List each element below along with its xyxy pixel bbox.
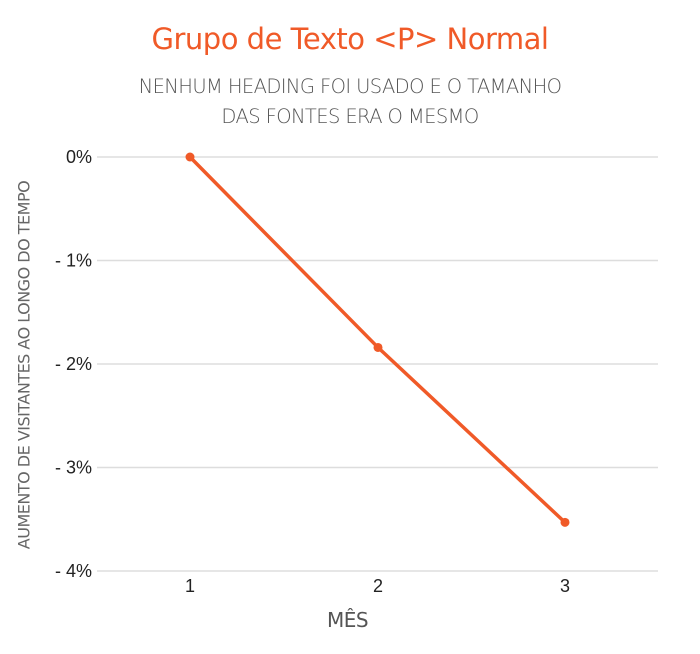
chart-title: Grupo de Texto <P> Normal [151,22,549,56]
y-tick-label: - 1% [55,251,92,271]
y-tick-label: - 2% [55,354,92,374]
subtitle-line-1: NENHUM HEADING FOI USADO E O TAMANHO [138,75,562,98]
data-point[interactable] [373,342,383,352]
y-axis-ticks: 0% - 1% - 2% - 3% - 4% [55,147,92,581]
x-tick-label: 1 [185,576,195,596]
x-tick-label: 3 [560,576,570,596]
data-point[interactable] [560,517,570,527]
gridlines [97,156,658,572]
chart-subtitle: NENHUM HEADING FOI USADO E O TAMANHO DAS… [0,72,700,132]
x-tick-label: 2 [373,576,383,596]
x-axis-ticks: 1 2 3 [185,576,570,596]
y-tick-label: - 3% [55,458,92,478]
data-series [185,152,570,527]
subtitle-line-2: DAS FONTES ERA O MESMO [221,105,479,128]
y-tick-label: 0% [66,147,92,167]
y-tick-label: - 4% [55,561,92,581]
x-axis-label: MÊS [327,608,369,632]
data-point[interactable] [185,152,195,162]
